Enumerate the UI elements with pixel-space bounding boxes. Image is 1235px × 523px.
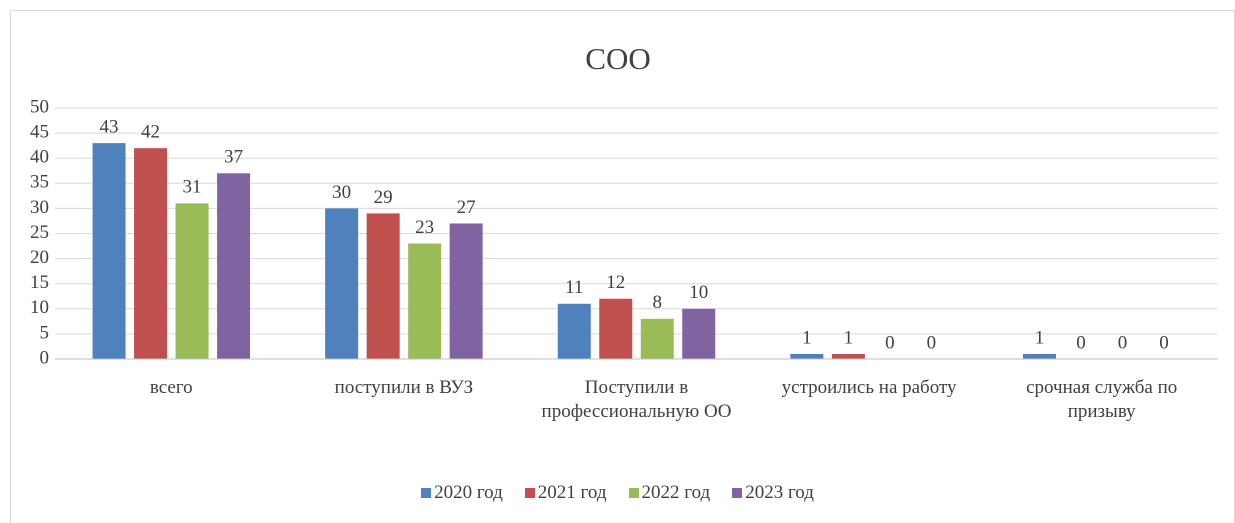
bar <box>831 353 865 359</box>
legend-item: 2023 год <box>732 482 814 504</box>
bar <box>92 143 126 359</box>
data-label: 10 <box>689 282 708 303</box>
data-label: 23 <box>415 217 434 238</box>
y-tick-label: 30 <box>30 197 49 218</box>
data-label: 0 <box>1076 332 1086 353</box>
data-label: 0 <box>1118 332 1128 353</box>
data-label: 42 <box>141 122 160 143</box>
legend-item: 2020 год <box>421 482 503 504</box>
legend-swatch <box>628 488 639 498</box>
bar <box>599 298 633 359</box>
data-label: 31 <box>183 177 202 198</box>
bar <box>134 148 168 359</box>
data-label: 11 <box>565 277 583 298</box>
legend-label: 2020 год <box>434 482 503 503</box>
x-tick-label: Поступили в профессиональную ОО <box>541 377 732 422</box>
bar <box>790 353 824 359</box>
bar <box>325 208 359 359</box>
bar <box>1022 353 1056 359</box>
data-label: 0 <box>1159 332 1169 353</box>
legend-item: 2021 год <box>524 482 607 504</box>
legend-label: 2022 год <box>641 482 711 503</box>
bar <box>682 308 716 359</box>
data-label: 0 <box>927 332 937 353</box>
x-tick-label: всего <box>149 377 193 398</box>
x-tick-label: устроились на работу <box>781 377 957 398</box>
data-label: 1 <box>1035 327 1045 348</box>
bar <box>217 173 251 359</box>
bar <box>175 203 209 359</box>
y-tick-label: 15 <box>30 272 49 293</box>
data-label: 30 <box>332 182 351 203</box>
data-label: 8 <box>653 292 663 313</box>
legend: 2020 год 2021 год 2022 год 2023 год <box>0 482 1235 504</box>
legend-swatch <box>524 488 535 498</box>
y-tick-label: 50 <box>30 96 49 117</box>
y-tick-label: 5 <box>40 322 50 343</box>
data-label: 29 <box>374 187 393 208</box>
legend-swatch <box>732 488 743 498</box>
data-label: 43 <box>100 116 119 137</box>
y-tick-label: 10 <box>30 297 49 318</box>
bar <box>557 303 591 359</box>
legend-label: 2021 год <box>537 482 607 503</box>
data-label: 12 <box>606 272 625 293</box>
bar <box>449 223 483 359</box>
x-tick-label: поступили в ВУЗ <box>334 377 474 398</box>
data-label: 0 <box>885 332 895 353</box>
legend-item: 2022 год <box>628 482 711 504</box>
y-tick-label: 45 <box>30 121 49 142</box>
y-tick-label: 0 <box>40 347 50 368</box>
data-label: 1 <box>802 327 812 348</box>
y-tick-label: 35 <box>30 172 49 193</box>
chart-title: СОО <box>585 41 650 76</box>
x-tick-label: срочная служба по призыву <box>1026 377 1178 422</box>
legend-swatch <box>421 488 432 498</box>
bar <box>640 318 674 359</box>
data-label: 1 <box>844 327 854 348</box>
y-tick-label: 25 <box>30 222 49 243</box>
bar <box>366 213 400 359</box>
bar <box>408 243 442 359</box>
legend-label: 2023 год <box>745 482 814 503</box>
y-tick-label: 20 <box>30 247 49 268</box>
data-label: 37 <box>224 147 243 168</box>
data-label: 27 <box>457 197 476 218</box>
y-tick-label: 40 <box>30 147 49 168</box>
